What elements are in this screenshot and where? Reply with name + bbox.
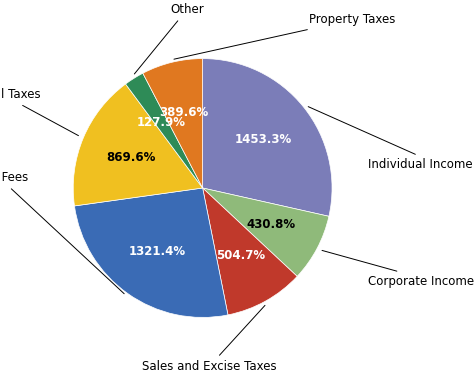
Text: 430.8%: 430.8% bbox=[247, 218, 296, 231]
Text: User Fees: User Fees bbox=[0, 171, 124, 294]
Wedge shape bbox=[126, 73, 203, 188]
Text: Sales and Excise Taxes: Sales and Excise Taxes bbox=[142, 305, 276, 373]
Text: Individual Income Taxes: Individual Income Taxes bbox=[308, 107, 474, 171]
Text: 1453.3%: 1453.3% bbox=[235, 133, 292, 146]
Text: Payroll Taxes: Payroll Taxes bbox=[0, 88, 79, 136]
Text: Other: Other bbox=[135, 3, 204, 74]
Wedge shape bbox=[73, 84, 203, 206]
Wedge shape bbox=[203, 188, 297, 315]
Wedge shape bbox=[143, 59, 203, 188]
Text: 1321.4%: 1321.4% bbox=[129, 245, 186, 258]
Text: 127.9%: 127.9% bbox=[137, 116, 186, 129]
Text: 504.7%: 504.7% bbox=[216, 249, 265, 262]
Wedge shape bbox=[74, 188, 228, 317]
Text: Property Taxes: Property Taxes bbox=[174, 13, 395, 59]
Text: Corporate Income Tax: Corporate Income Tax bbox=[322, 250, 474, 288]
Wedge shape bbox=[203, 188, 329, 276]
Wedge shape bbox=[203, 59, 332, 216]
Text: 389.6%: 389.6% bbox=[160, 106, 209, 119]
Text: 869.6%: 869.6% bbox=[106, 152, 156, 164]
